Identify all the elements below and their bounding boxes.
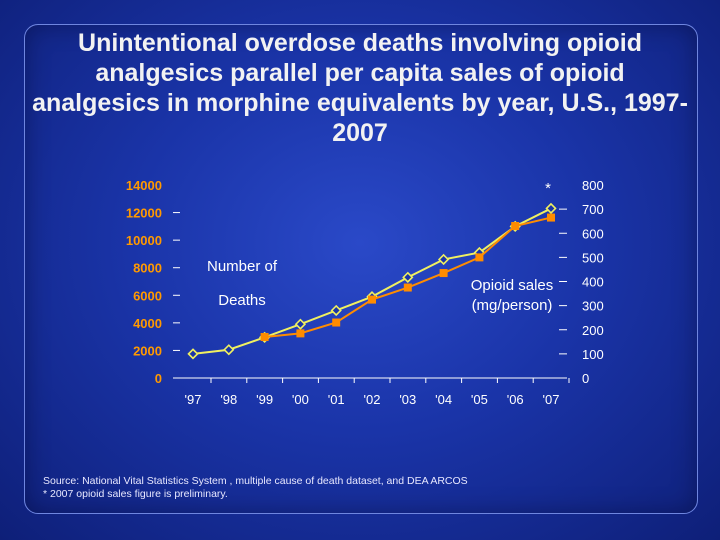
footnote-line: * 2007 opioid sales figure is preliminar… <box>43 488 228 500</box>
right-tick-label: 500 <box>582 250 604 265</box>
sales-point <box>368 295 376 304</box>
right-tick-label: 300 <box>582 299 604 314</box>
left-tick-label: 12000 <box>126 206 162 221</box>
left-axis-label: Deaths <box>218 292 266 309</box>
slide-title: Unintentional overdose deaths involving … <box>32 29 688 147</box>
x-tick-label: '07 <box>543 392 560 407</box>
sales-point <box>403 283 412 292</box>
deaths-point <box>223 344 235 356</box>
x-tick-label: '00 <box>292 392 309 407</box>
x-tick-label: '04 <box>435 392 452 407</box>
right-axis-label: Opioid sales <box>471 277 554 294</box>
left-axis-label: Number of <box>207 258 278 275</box>
sales-point <box>296 329 305 338</box>
content-panel <box>24 24 698 514</box>
deaths-point <box>294 318 307 330</box>
deaths-point <box>402 271 414 283</box>
left-tick-label: 4000 <box>133 316 162 331</box>
left-tick-label: 14000 <box>126 178 162 193</box>
left-tick-label: 10000 <box>126 233 162 248</box>
right-tick-label: 0 <box>582 371 589 386</box>
right-tick-label: 100 <box>582 347 604 362</box>
right-tick-label: 700 <box>582 202 604 217</box>
sales-point <box>332 318 341 327</box>
sales-point <box>511 222 520 231</box>
deaths-point <box>330 304 342 317</box>
x-tick-label: '97 <box>185 392 202 407</box>
deaths-point <box>545 202 557 215</box>
left-tick-label: 0 <box>155 371 162 386</box>
right-axis-label: (mg/person) <box>472 297 553 314</box>
x-tick-label: '99 <box>256 392 273 407</box>
x-tick-label: '02 <box>364 392 381 407</box>
deaths-point <box>437 253 450 266</box>
right-tick-label: 200 <box>582 323 604 338</box>
sales-point <box>475 253 484 262</box>
left-tick-label: 2000 <box>133 343 162 358</box>
x-tick-label: '05 <box>471 392 488 407</box>
sales-point <box>439 269 448 278</box>
sales-point <box>547 213 555 222</box>
x-tick-label: '01 <box>328 392 345 407</box>
deaths-point <box>187 348 199 360</box>
sales-point <box>260 332 269 341</box>
right-tick-label: 800 <box>582 178 604 193</box>
source-note: Source: National Vital Statistics System… <box>43 475 468 501</box>
right-tick-label: 400 <box>582 275 604 290</box>
x-tick-label: '98 <box>220 392 237 407</box>
x-tick-label: '03 <box>399 392 416 407</box>
preliminary-asterisk: * <box>545 180 551 197</box>
source-line: Source: National Vital Statistics System… <box>43 475 468 487</box>
left-tick-label: 8000 <box>133 261 162 276</box>
x-tick-label: '06 <box>507 392 524 407</box>
left-tick-label: 6000 <box>133 288 162 303</box>
right-tick-label: 600 <box>582 226 604 241</box>
